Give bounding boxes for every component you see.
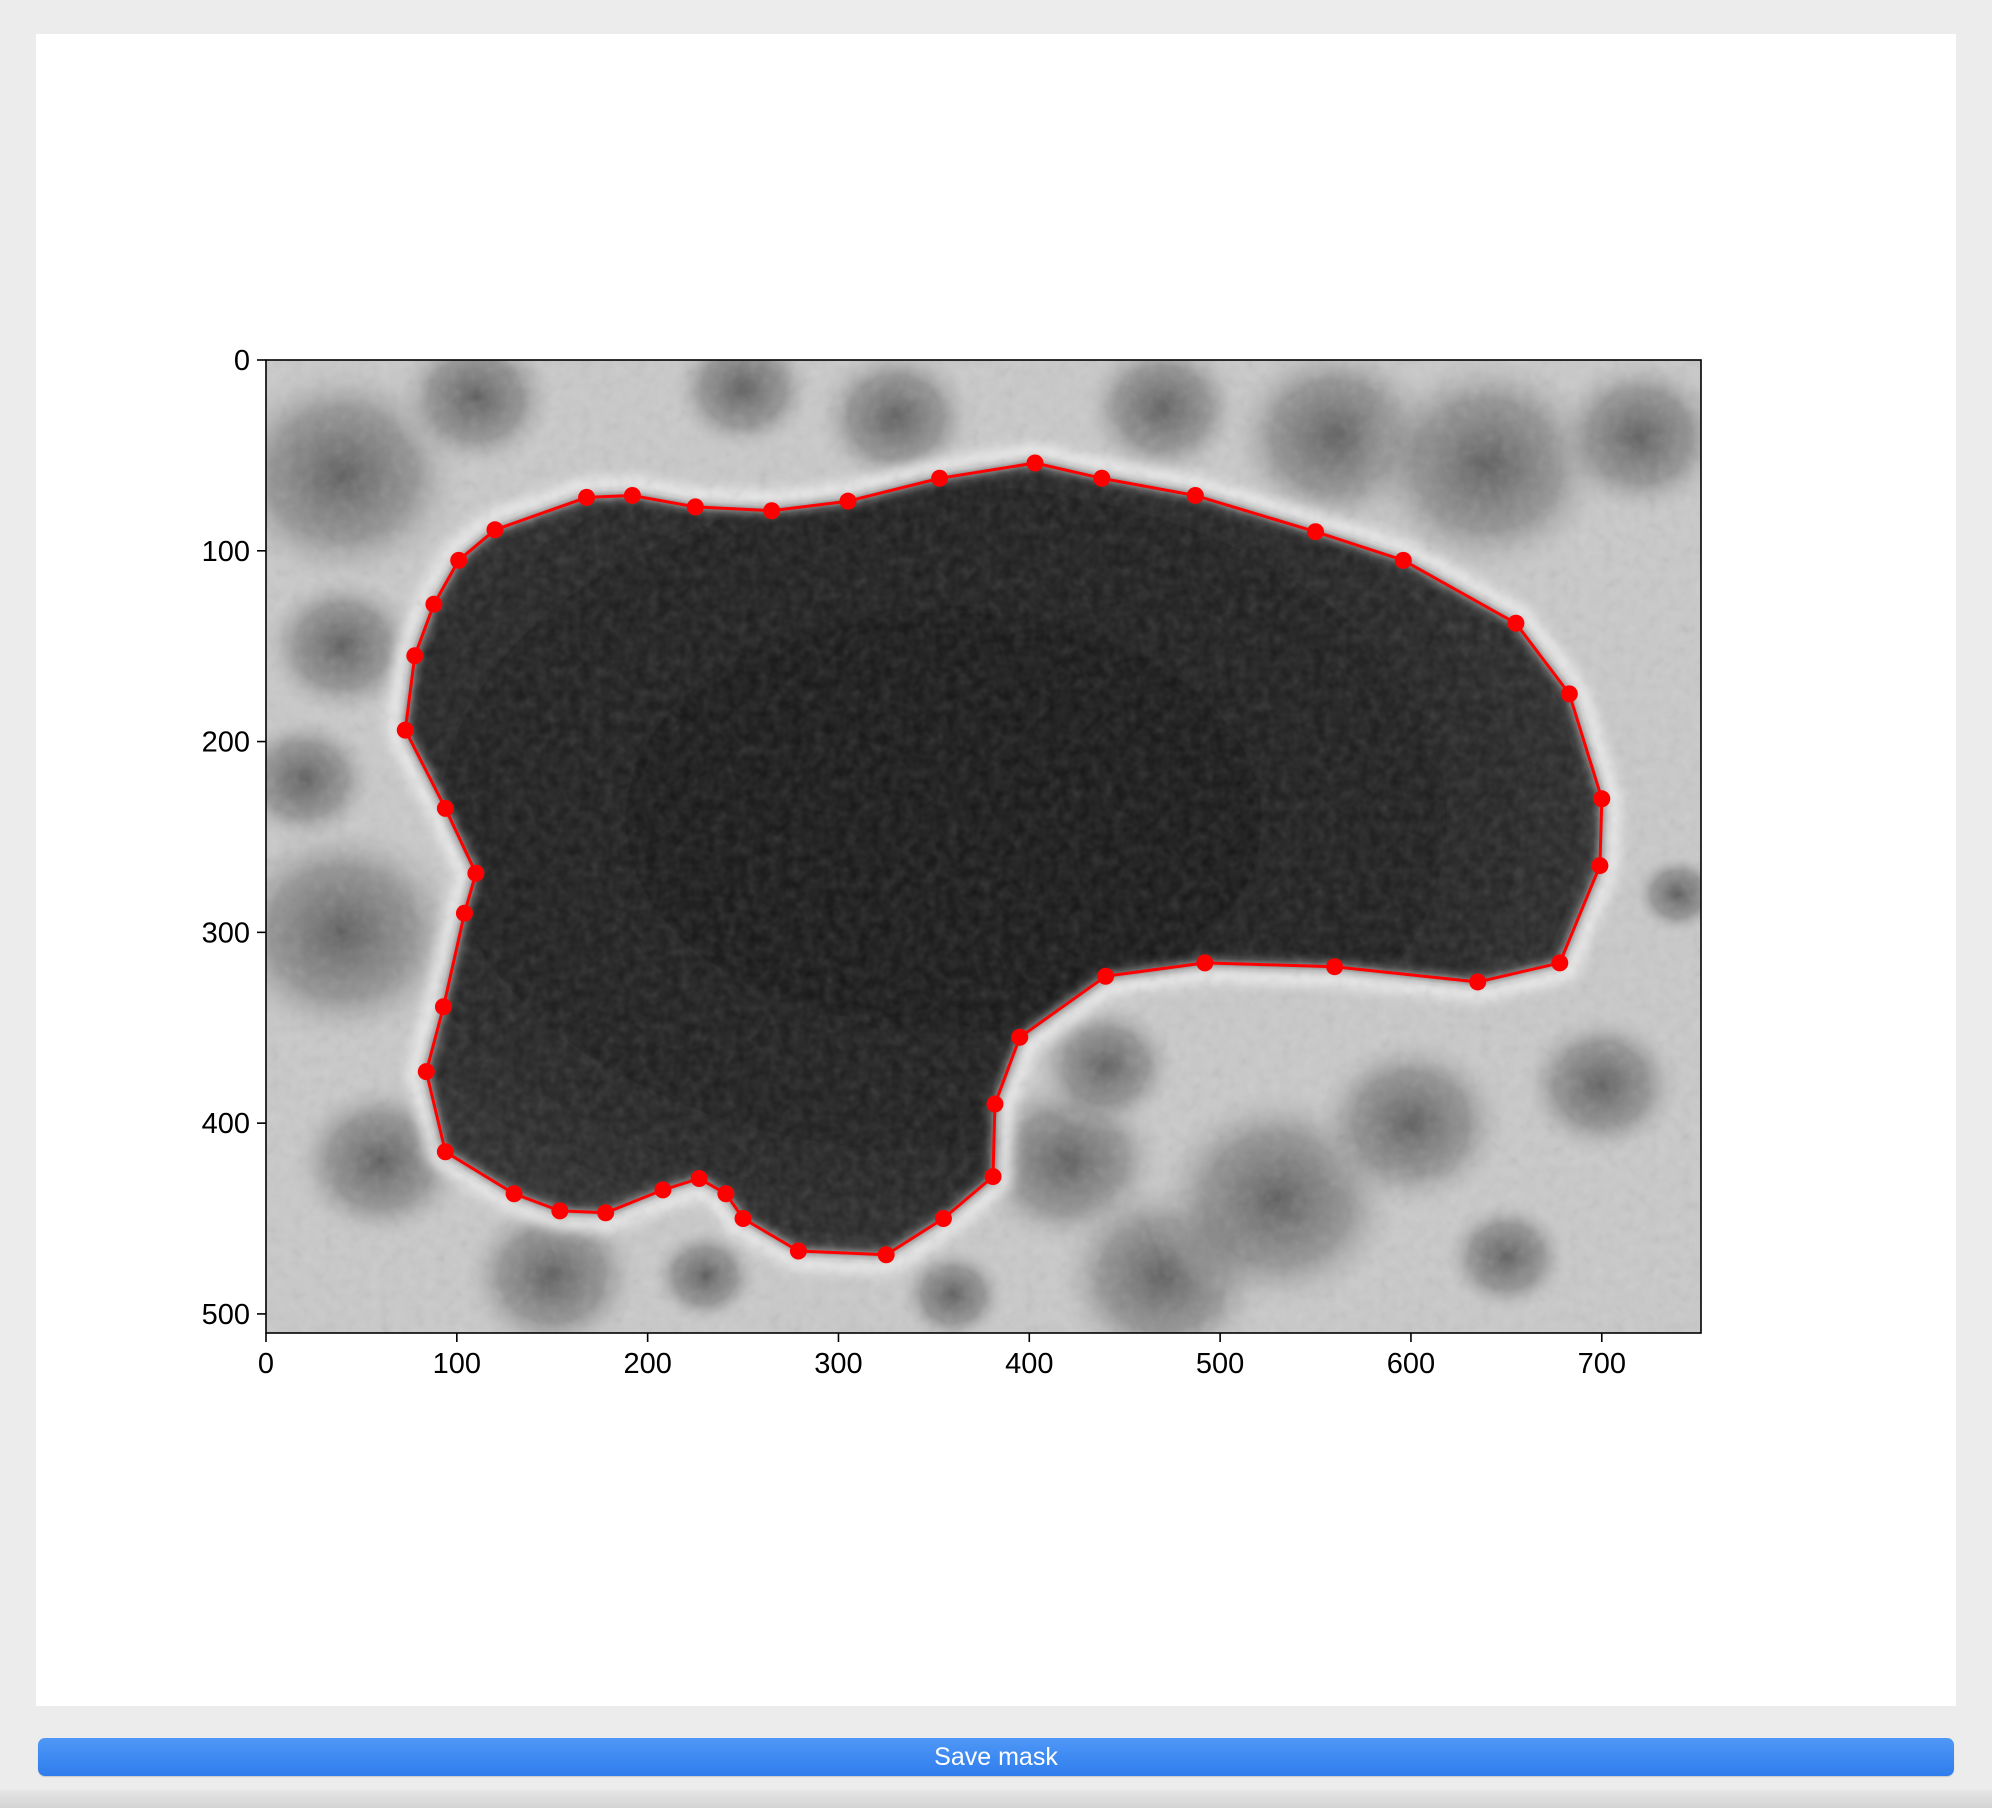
outline-vertex[interactable] — [436, 799, 454, 817]
outline-vertex[interactable] — [1196, 954, 1214, 972]
outline-vertex[interactable] — [450, 551, 468, 569]
outline-vertex[interactable] — [1593, 790, 1611, 808]
outline-vertex[interactable] — [505, 1185, 523, 1203]
outline-vertex[interactable] — [1560, 685, 1578, 703]
outline-vertex[interactable] — [467, 864, 485, 882]
microscopy-image — [266, 360, 1701, 1333]
outline-vertex[interactable] — [690, 1169, 708, 1187]
x-tick-label: 200 — [623, 1348, 671, 1380]
y-tick-label: 400 — [202, 1108, 250, 1140]
outline-vertex[interactable] — [789, 1242, 807, 1260]
save-mask-button[interactable]: Save mask — [38, 1738, 1954, 1776]
outline-vertex[interactable] — [654, 1181, 672, 1199]
outline-vertex[interactable] — [734, 1210, 752, 1228]
x-tick-label: 300 — [814, 1348, 862, 1380]
y-tick-label: 200 — [202, 727, 250, 759]
outline-vertex[interactable] — [1093, 469, 1111, 487]
x-tick-label: 600 — [1387, 1348, 1435, 1380]
outline-vertex[interactable] — [984, 1168, 1002, 1186]
figure-canvas[interactable]: 0 100 200 300 400 500 600 700 0 100 200 300 400 500 — [36, 34, 1956, 1706]
outline-vertex[interactable] — [597, 1204, 615, 1222]
outline-vertex[interactable] — [578, 488, 596, 506]
outline-vertex[interactable] — [1307, 523, 1325, 541]
outline-vertex[interactable] — [551, 1202, 569, 1220]
outline-vertex[interactable] — [931, 469, 949, 487]
outline-vertex[interactable] — [717, 1185, 735, 1203]
x-tick-label: 500 — [1196, 1348, 1244, 1380]
outline-vertex[interactable] — [396, 721, 414, 739]
outline-vertex[interactable] — [425, 595, 443, 613]
outline-vertex[interactable] — [434, 998, 452, 1016]
outline-vertex[interactable] — [934, 1210, 952, 1228]
outline-vertex[interactable] — [417, 1063, 435, 1081]
y-tick-label: 0 — [234, 345, 250, 377]
outline-vertex[interactable] — [1097, 967, 1115, 985]
y-tick-label: 500 — [202, 1299, 250, 1331]
x-tick-label: 700 — [1578, 1348, 1626, 1380]
outline-vertex[interactable] — [1507, 614, 1525, 632]
window-bottom-edge — [0, 1790, 1992, 1808]
outline-vertex[interactable] — [1326, 958, 1344, 976]
outline-vertex[interactable] — [436, 1143, 454, 1161]
outline-vertex[interactable] — [406, 647, 424, 665]
mask-outline[interactable] — [396, 454, 1611, 1264]
y-axis: 0 100 200 300 400 500 — [202, 345, 266, 1331]
outline-vertex[interactable] — [1186, 486, 1204, 504]
outline-vertex[interactable] — [1591, 857, 1609, 875]
outline-vertex[interactable] — [1394, 551, 1412, 569]
outline-vertex[interactable] — [877, 1246, 895, 1264]
figure-svg: 0 100 200 300 400 500 600 700 0 100 200 300 400 500 — [202, 345, 1702, 1380]
outline-vertex[interactable] — [839, 492, 857, 510]
y-tick-label: 300 — [202, 917, 250, 949]
outline-vertex[interactable] — [1551, 954, 1569, 972]
y-tick-label: 100 — [202, 536, 250, 568]
x-tick-label: 100 — [433, 1348, 481, 1380]
outline-vertex[interactable] — [763, 502, 781, 520]
outline-vertex[interactable] — [486, 521, 504, 539]
outline-vertex[interactable] — [1469, 973, 1487, 991]
outline-vertex[interactable] — [1011, 1028, 1029, 1046]
x-axis: 0 100 200 300 400 500 600 700 — [258, 1333, 1626, 1380]
outline-vertex[interactable] — [686, 498, 704, 516]
outline-vertex[interactable] — [1026, 454, 1044, 472]
axes-frame — [265, 359, 1702, 1334]
x-tick-label: 400 — [1005, 1348, 1053, 1380]
x-tick-label: 0 — [258, 1348, 274, 1380]
outline-vertex[interactable] — [623, 486, 641, 504]
outline-vertex[interactable] — [986, 1095, 1004, 1113]
outline-vertex[interactable] — [455, 904, 473, 922]
